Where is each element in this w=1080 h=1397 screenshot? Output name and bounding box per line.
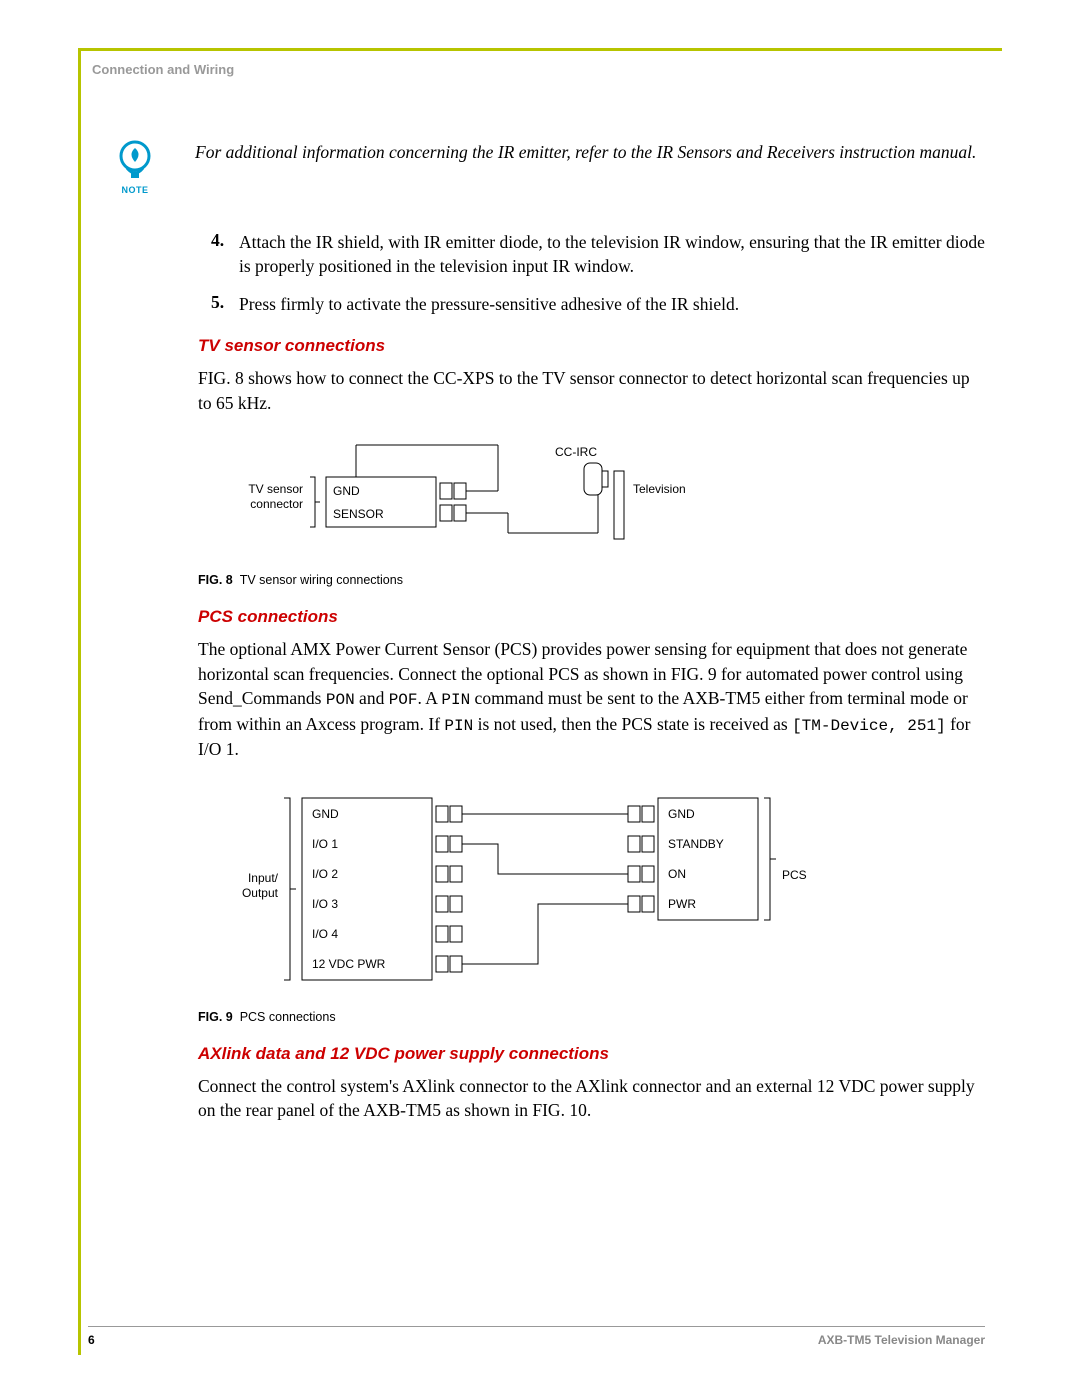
fig8-cc-irc: CC-IRC	[555, 445, 597, 459]
top-border	[78, 48, 1002, 51]
header-section-title: Connection and Wiring	[92, 62, 234, 77]
pcs-m4: is not used, then the PCS state is recei…	[473, 714, 792, 734]
para-pcs: The optional AMX Power Current Sensor (P…	[198, 637, 985, 761]
fig8-pin-gnd: GND	[333, 484, 360, 498]
heading-pcs: PCS connections	[198, 607, 985, 627]
para-axlink: Connect the control system's AXlink conn…	[198, 1074, 985, 1123]
fig9-r0: GND	[668, 807, 695, 821]
note-text: For additional information concerning th…	[165, 138, 976, 165]
pcs-m1: and	[355, 688, 389, 708]
heading-tv: TV sensor connections	[198, 336, 985, 356]
fig9-l3: I/O 3	[312, 897, 338, 911]
fig9-r1: STANDBY	[668, 837, 724, 851]
fig9-pcs: PCS	[782, 868, 807, 882]
note-label: NOTE	[105, 185, 165, 195]
fig9-caption: FIG. 9 PCS connections	[198, 1010, 985, 1024]
fig8-text: TV sensor wiring connections	[240, 573, 403, 587]
pcs-cmd3: PIN	[441, 691, 470, 709]
fig9-l2: I/O 2	[312, 867, 338, 881]
fig9-l0: GND	[312, 807, 339, 821]
pcs-cmd5: [TM-Device, 251]	[792, 717, 946, 735]
pcs-cmd2: POF	[389, 691, 418, 709]
para-tv: FIG. 8 shows how to connect the CC-XPS t…	[198, 366, 985, 415]
pcs-cmd1: PON	[326, 691, 355, 709]
fig9-l4: I/O 4	[312, 927, 338, 941]
fig8-num: FIG. 8	[198, 573, 233, 587]
fig8-diagram: TV sensor connector GND SENSOR	[198, 433, 985, 568]
step-text: Press firmly to activate the pressure-se…	[239, 292, 739, 316]
step-4: 4. Attach the IR shield, with IR emitter…	[198, 230, 985, 278]
left-border	[78, 48, 81, 1355]
fig9-io-line2: Output	[242, 886, 279, 900]
fig8-television: Television	[633, 482, 686, 496]
pcs-cmd4: PIN	[444, 717, 473, 735]
page-number: 6	[88, 1333, 95, 1347]
note-icon: NOTE	[105, 138, 165, 195]
fig9-diagram: Input/ Output GND I/O 1 I/O 2 I/O 3 I/O …	[198, 780, 985, 1005]
fig9-r2: ON	[668, 867, 686, 881]
pcs-m2: . A	[418, 688, 442, 708]
step-num: 4.	[211, 230, 239, 278]
fig9-l5: 12 VDC PWR	[312, 957, 386, 971]
step-text: Attach the IR shield, with IR emitter di…	[239, 230, 985, 278]
fig8-left-label1: TV sensor	[248, 482, 303, 496]
fig9-num: FIG. 9	[198, 1010, 233, 1024]
heading-axlink: AXlink data and 12 VDC power supply conn…	[198, 1044, 985, 1064]
fig8-pin-sensor: SENSOR	[333, 507, 384, 521]
fig8-caption: FIG. 8 TV sensor wiring connections	[198, 573, 985, 587]
fig9-r3: PWR	[668, 897, 696, 911]
note-block: NOTE For additional information concerni…	[110, 138, 985, 195]
fig8-left-label2: connector	[250, 497, 303, 511]
fig9-io-line1: Input/	[248, 871, 279, 885]
fig9-l1: I/O 1	[312, 837, 338, 851]
fig9-text: PCS connections	[240, 1010, 336, 1024]
footer-title: AXB-TM5 Television Manager	[818, 1333, 985, 1347]
step-num: 5.	[211, 292, 239, 316]
step-5: 5. Press firmly to activate the pressure…	[198, 292, 985, 316]
footer: 6 AXB-TM5 Television Manager	[88, 1326, 985, 1347]
